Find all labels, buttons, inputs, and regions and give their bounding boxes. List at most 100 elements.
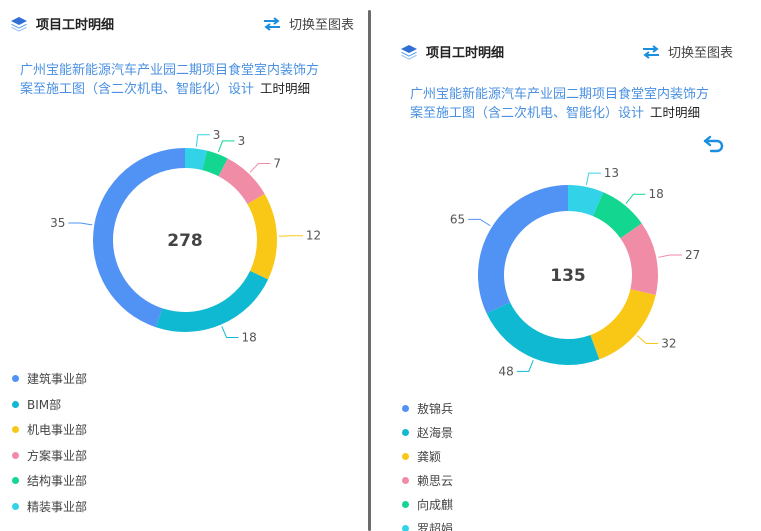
chart-legend: 建筑事业部 BIM部机电事业部方案事业部结构事业部精装事业部 <box>12 366 87 519</box>
panel-header: 项目工时明细 <box>10 14 114 33</box>
slice-value-label: 3 <box>238 134 246 148</box>
slice-leader-line <box>68 222 93 226</box>
donut-slice[interactable] <box>185 148 208 171</box>
slice-value-label: 35 <box>50 216 65 230</box>
donut-chart-right: 13 18 27 32 48 65 135 <box>450 166 700 378</box>
legend-label: 精装事业部 <box>27 499 88 514</box>
slice-value-label: 3 <box>213 128 221 142</box>
legend-dot <box>12 426 19 434</box>
undo-arrow-icon[interactable] <box>702 134 726 154</box>
chart-total: 278 <box>167 231 203 251</box>
panel-header: 项目工时明细 <box>400 42 504 61</box>
legend-label: 赖思云 <box>417 473 454 488</box>
slice-value-label: 7 <box>273 157 281 171</box>
subtitle-line-2: 案至施工图（含二次机电、智能化）设计 <box>20 82 255 97</box>
panel-title: 项目工时明细 <box>426 46 505 61</box>
legend-dot <box>402 404 409 412</box>
legend-label: 赵海景 <box>417 425 454 440</box>
slice-leader-line <box>636 335 659 345</box>
slice-value-label: 65 <box>450 212 465 226</box>
slice-value-label: 27 <box>685 248 700 262</box>
legend-dot <box>12 451 19 459</box>
legend-dot <box>12 502 19 510</box>
legend-dot <box>402 428 409 436</box>
legend-item[interactable]: 精装事业部 <box>12 494 87 520</box>
legend-dot <box>12 400 19 408</box>
project-subtitle: 广州宝能新能源汽车产业园二期项目食堂室内装饰方 案至施工图（含二次机电、智能化）… <box>20 62 360 99</box>
legend-label: 机电事业部 <box>27 423 88 438</box>
legend-item[interactable]: 建筑事业部 <box>12 366 87 392</box>
legend-item[interactable]: 龚颖 <box>402 444 453 468</box>
legend-label: 敖锦兵 <box>417 401 454 416</box>
swap-arrows-icon <box>643 44 659 59</box>
chart-legend: 敖锦兵赵海景龚颖赖思云向成麒罗超娟 <box>402 396 453 531</box>
legend-label: 方案事业部 <box>27 448 88 463</box>
slice-leader-line <box>468 218 491 227</box>
slice-leader-line <box>585 172 601 185</box>
legend-label: 罗超娟 <box>417 521 454 531</box>
legend-label: 向成麒 <box>417 497 454 512</box>
slice-leader-line <box>625 193 646 204</box>
slice-leader-line <box>516 360 534 372</box>
subtitle-suffix: 工时明细 <box>650 105 701 120</box>
legend-item[interactable]: 敖锦兵 <box>402 396 453 420</box>
subtitle-line-1: 广州宝能新能源汽车产业园二期项目食堂室内装饰方 <box>20 63 320 78</box>
legend-item[interactable]: 赖思云 <box>402 468 453 492</box>
donut-slice[interactable] <box>486 302 600 365</box>
donut-slice[interactable] <box>202 150 228 177</box>
project-subtitle: 广州宝能新能源汽车产业园二期项目食堂室内装饰方 案至施工图（含二次机电、智能化）… <box>410 86 755 123</box>
legend-label: 结构事业部 <box>27 474 88 489</box>
legend-dot <box>402 500 409 508</box>
legend-item[interactable]: 结构事业部 <box>12 468 87 494</box>
donut-slice[interactable] <box>92 148 185 328</box>
subtitle-line-1: 广州宝能新能源汽车产业园二期项目食堂室内装饰方 <box>410 87 710 102</box>
legend-item[interactable]: BIM部 <box>12 392 87 418</box>
switch-label: 切换至图表 <box>668 46 734 61</box>
slice-value-label: 18 <box>648 187 663 201</box>
legend-dot <box>402 524 409 531</box>
donut-slice[interactable] <box>155 270 269 332</box>
swap-arrows-icon <box>264 16 280 31</box>
donut-slice[interactable] <box>218 158 265 204</box>
slice-leader-line <box>217 140 235 153</box>
slice-leader-line <box>221 326 239 339</box>
legend-label: BIM部 <box>27 397 62 412</box>
legend-label: 建筑事业部 <box>27 372 88 387</box>
panel-title: 项目工时明细 <box>36 18 115 33</box>
donut-slice[interactable] <box>620 223 658 296</box>
legend-item[interactable]: 赵海景 <box>402 420 453 444</box>
donut-slice[interactable] <box>247 194 277 280</box>
layers-icon <box>11 16 27 32</box>
donut-slice[interactable] <box>590 289 656 360</box>
switch-to-chart-button[interactable]: 切换至图表 <box>263 14 354 33</box>
panel-divider <box>368 10 371 531</box>
layers-icon <box>401 44 417 60</box>
legend-item[interactable]: 方案事业部 <box>12 443 87 469</box>
donut-slice[interactable] <box>568 185 604 217</box>
switch-label: 切换至图表 <box>289 18 355 33</box>
slice-value-label: 48 <box>498 364 513 378</box>
hours-panel-left: 项目工时明细 切换至图表 广州宝能新能源汽车产业园二期项目食堂室内装饰方 案至施… <box>0 0 364 531</box>
subtitle-suffix: 工时明细 <box>260 81 311 96</box>
donut-chart-left: 3 3 7 12 18 35 278 <box>50 128 321 345</box>
slice-leader-line <box>249 163 271 173</box>
slice-value-label: 18 <box>242 331 257 345</box>
donut-slice[interactable] <box>478 185 568 314</box>
slice-value-label: 32 <box>661 337 676 351</box>
slice-leader-line <box>658 254 683 258</box>
slice-leader-line <box>195 134 210 147</box>
switch-to-chart-button[interactable]: 切换至图表 <box>642 42 733 61</box>
legend-item[interactable]: 向成麒 <box>402 492 453 516</box>
legend-dot <box>12 477 19 485</box>
slice-value-label: 13 <box>604 166 619 180</box>
slice-value-label: 12 <box>306 229 321 243</box>
legend-item[interactable]: 机电事业部 <box>12 417 87 443</box>
hours-panel-right: 项目工时明细 切换至图表 广州宝能新能源汽车产业园二期项目食堂室内装饰方 案至施… <box>380 0 761 531</box>
legend-dot <box>402 476 409 484</box>
subtitle-line-2: 案至施工图（含二次机电、智能化）设计 <box>410 106 645 121</box>
donut-slice[interactable] <box>593 192 642 239</box>
legend-dot <box>402 452 409 460</box>
legend-label: 龚颖 <box>417 449 442 464</box>
legend-dot <box>12 375 19 383</box>
legend-item[interactable]: 罗超娟 <box>402 516 453 531</box>
